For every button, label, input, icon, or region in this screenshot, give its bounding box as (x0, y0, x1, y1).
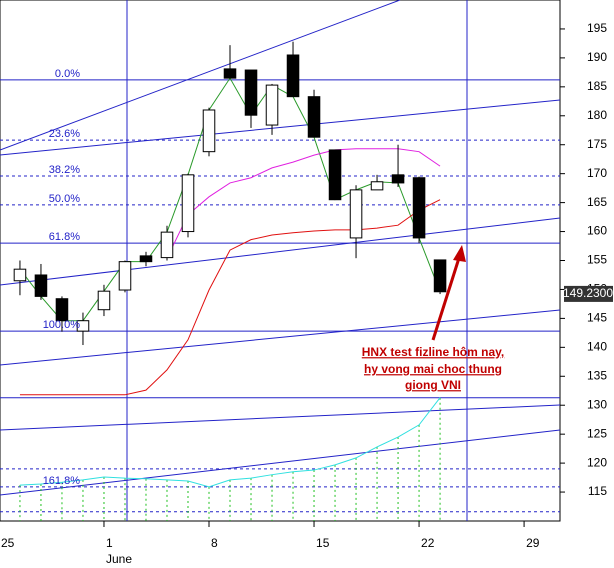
candle-body (202, 109, 216, 153)
level-label: 61.8% (49, 231, 80, 243)
x-tick-label: 22 (421, 536, 435, 550)
level-label: 100.0% (43, 319, 81, 331)
candle-body (13, 268, 27, 282)
plot-frame (0, 0, 561, 522)
y-tick-label: 175 (587, 137, 607, 151)
candle-body (97, 290, 111, 311)
annotation-line: HNX test fizline hôm nay, (362, 345, 504, 359)
candle-body (433, 259, 447, 293)
candle-body (223, 68, 237, 79)
level-label: 38.2% (49, 164, 80, 176)
annotation-arrow (431, 245, 466, 341)
level-label: 0.0% (55, 68, 80, 80)
arrow-shaft (431, 257, 461, 341)
candle-body (349, 189, 363, 239)
y-tick-label: 180 (587, 108, 607, 122)
month-label: June (106, 552, 132, 566)
candle-body (118, 261, 132, 291)
trend-lines (0, 0, 561, 521)
candle-body (370, 181, 384, 191)
y-tick-label: 185 (587, 79, 607, 93)
marks (0, 41, 560, 521)
y-tick-label: 145 (587, 311, 607, 325)
annotation-line: giong VNI (405, 378, 461, 392)
candle-body (139, 255, 153, 263)
y-tick-label: 130 (587, 397, 607, 411)
x-tick-label: 8 (211, 536, 218, 550)
indicator-line (19, 397, 441, 488)
y-tick-label: 160 (587, 224, 607, 238)
y-tick-label: 190 (587, 50, 607, 64)
annotation-line: hy vong mai choc thung (364, 362, 502, 376)
indicator-line (166, 148, 441, 259)
y-tick-label: 155 (587, 253, 607, 267)
candle-body (181, 174, 195, 233)
y-tick-label: 170 (587, 166, 607, 180)
y-tick-label: 165 (587, 195, 607, 209)
y-tick-label: 125 (587, 426, 607, 440)
trend-line (0, 0, 401, 151)
candle-body (391, 174, 405, 184)
candle-body (160, 231, 174, 259)
y-tick-label: 135 (587, 368, 607, 382)
y-tick-label: 195 (587, 21, 607, 35)
candle-body (265, 84, 279, 126)
x-tick-label: 15 (316, 536, 330, 550)
arrow-head (453, 245, 466, 262)
indicator-line (19, 199, 441, 396)
y-tick-label: 115 (588, 484, 607, 498)
candle-body (286, 54, 300, 98)
y-tick-label: 140 (587, 340, 607, 354)
level-label: 23.6% (49, 128, 80, 140)
level-label: 50.0% (49, 193, 80, 205)
level-label: 161.8% (43, 475, 81, 487)
last-price-box (564, 285, 613, 302)
candle-body (412, 177, 426, 239)
candle-body (307, 96, 321, 138)
x-tick-label: 29 (526, 536, 540, 550)
candle-body (34, 274, 48, 297)
candle-body (76, 320, 90, 332)
candle-body (55, 298, 69, 322)
x-tick-label: 25 (1, 536, 15, 550)
candle-body (244, 69, 258, 116)
y-tick-label: 120 (587, 455, 607, 469)
last-price-label: 149.2300 (563, 286, 613, 300)
x-tick-label: 1 (106, 536, 113, 550)
candle-body (328, 149, 342, 201)
